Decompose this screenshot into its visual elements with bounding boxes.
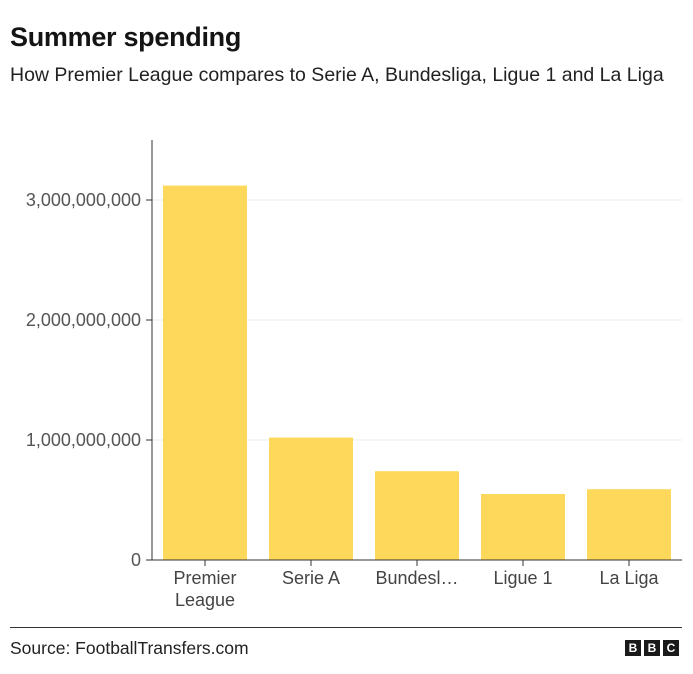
x-category-label: Bundesl…	[375, 568, 458, 588]
footer-divider	[10, 627, 682, 628]
y-tick-label: 3,000,000,000	[26, 190, 141, 210]
bar	[163, 185, 247, 560]
x-category-label: Serie A	[282, 568, 340, 588]
bbc-logo: B B C	[625, 640, 679, 656]
logo-letter: C	[663, 640, 679, 656]
y-tick-label: 2,000,000,000	[26, 310, 141, 330]
bar	[269, 437, 353, 560]
logo-letter: B	[644, 640, 660, 656]
x-category-label: Ligue 1	[493, 568, 552, 588]
x-category-label: La Liga	[599, 568, 659, 588]
bars	[163, 185, 671, 560]
axis-labels: 0 1,000,000,000 2,000,000,000 3,000,000,000…	[26, 190, 660, 610]
source-note: Source: FootballTransfers.com	[10, 638, 249, 658]
chart-title: Summer spending	[10, 22, 242, 52]
chart-subtitle: How Premier League compares to Serie A, …	[10, 64, 664, 86]
bar-chart: 0 1,000,000,000 2,000,000,000 3,000,000,000…	[26, 140, 682, 610]
bar	[481, 494, 565, 560]
axes	[146, 140, 682, 566]
x-category-label: Premier League	[173, 568, 236, 610]
logo-letter: B	[625, 640, 641, 656]
bar	[375, 471, 459, 560]
y-tick-label: 1,000,000,000	[26, 430, 141, 450]
bar	[587, 489, 671, 560]
y-tick-label: 0	[131, 550, 141, 570]
